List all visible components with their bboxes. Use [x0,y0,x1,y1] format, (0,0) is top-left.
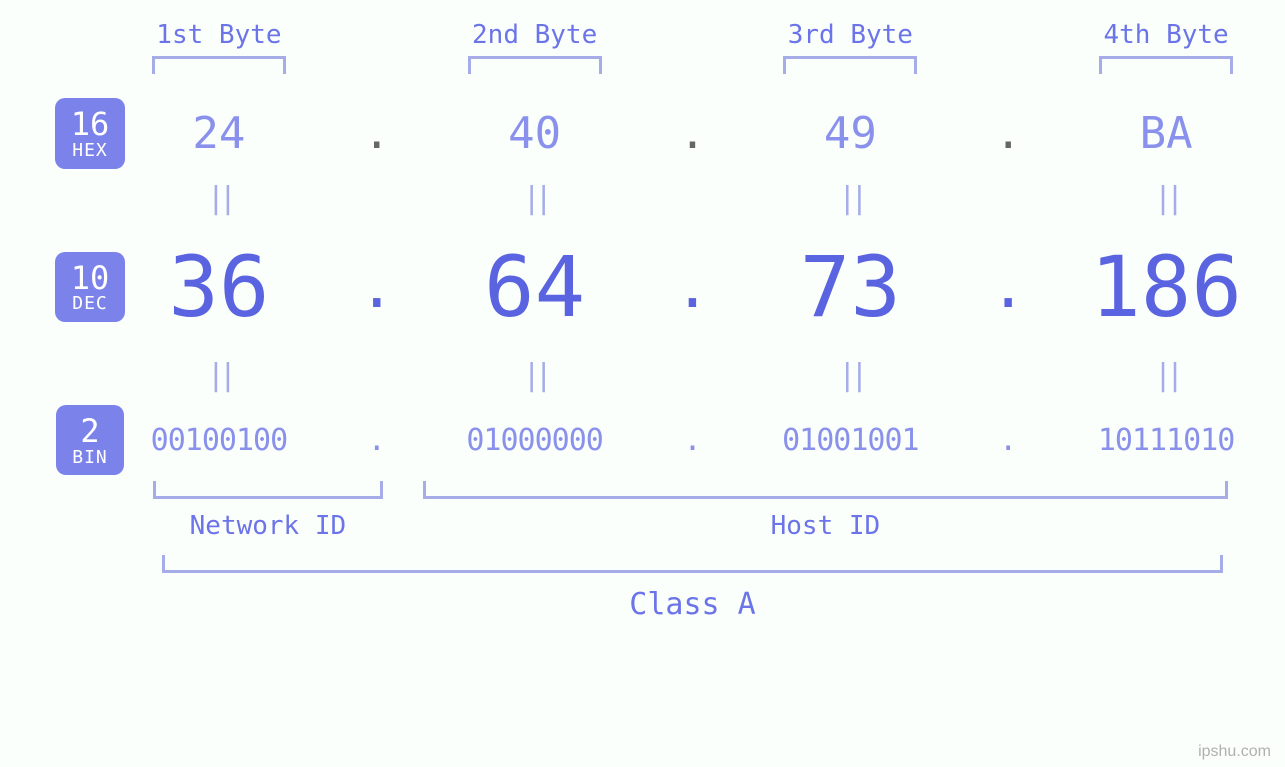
bracket-top-2 [468,56,602,74]
badge-hex-lbl: HEX [71,142,110,161]
eq-3: || [771,181,929,216]
ip-diagram: 1st Byte 2nd Byte 3rd Byte 4th Byte 16 H… [0,0,1285,767]
byte-label-4: 4th Byte [1087,20,1245,50]
sep-bin-1: . [298,423,456,458]
badge-bin-num: 2 [72,415,108,449]
bin-3: 01001001 [771,423,929,458]
dec-4: 186 [1087,238,1245,336]
eq-8: || [1087,358,1245,393]
bracket-network-id [153,481,383,499]
dec-1: 36 [140,238,298,336]
network-id-label: Network ID [140,503,396,541]
eq-2: || [456,181,614,216]
host-id-label: Host ID [406,503,1245,541]
bracket-top-3 [783,56,917,74]
sep-hex-2: . [614,108,772,159]
bin-4: 10111010 [1087,423,1245,458]
byte-label-2: 2nd Byte [456,20,614,50]
badge-dec-lbl: DEC [71,295,110,314]
sep-bin-2: . [614,423,772,458]
eq-5: || [140,358,298,393]
bracket-class [162,555,1223,573]
byte-label-1: 1st Byte [140,20,298,50]
hex-1: 24 [140,108,298,159]
eq-4: || [1087,181,1245,216]
bin-row: 00100100 . 01000000 . 01001001 . 1011101… [140,405,1245,475]
sep-dec-2: . [614,252,772,322]
badge-bin-lbl: BIN [72,449,108,468]
sep-hex-3: . [929,108,1087,159]
badge-dec-num: 10 [71,262,110,296]
watermark: ipshu.com [1198,743,1271,761]
hex-2: 40 [456,108,614,159]
sep-hex-1: . [298,108,456,159]
byte-label-3: 3rd Byte [771,20,929,50]
bin-1: 00100100 [140,423,298,458]
sep-dec-1: . [298,252,456,322]
dec-row: 36 . 64 . 73 . 186 [140,228,1245,346]
hex-3: 49 [771,108,929,159]
eq-6: || [456,358,614,393]
bracket-host-id [423,481,1229,499]
bracket-top-1 [152,56,286,74]
hex-4: BA [1087,108,1245,159]
sep-bin-3: . [929,423,1087,458]
bin-2: 01000000 [456,423,614,458]
byte-label-row: 1st Byte 2nd Byte 3rd Byte 4th Byte [140,20,1245,52]
badge-dec: 10 DEC [55,252,126,322]
dec-2: 64 [456,238,614,336]
badge-hex: 16 HEX [55,98,126,168]
dec-3: 73 [771,238,929,336]
badge-bin: 2 BIN [56,405,124,475]
eq-7: || [771,358,929,393]
class-label: Class A [140,577,1245,622]
hex-row: 24 . 40 . 49 . BA [140,98,1245,169]
sep-dec-3: . [929,252,1087,322]
badge-hex-num: 16 [71,108,110,142]
eq-1: || [140,181,298,216]
bracket-top-4 [1099,56,1233,74]
